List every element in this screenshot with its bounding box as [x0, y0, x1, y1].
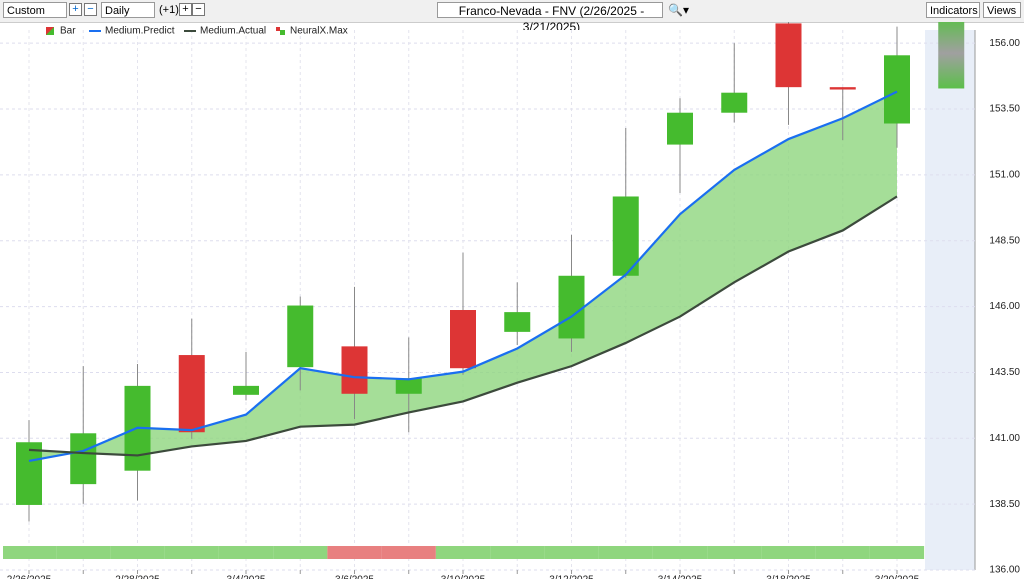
band-fill [29, 91, 897, 461]
y-tick-label: 143.50 [989, 367, 1020, 378]
plot-bg [0, 30, 975, 570]
x-tick-label: 2/26/2025 [7, 575, 52, 579]
forecast-bar [938, 22, 965, 89]
signal-strip [56, 546, 111, 559]
search-icon[interactable]: 🔍▾ [668, 3, 689, 17]
signal-strip [273, 546, 328, 559]
offset-label: (+1) [159, 4, 179, 16]
candle-body [16, 442, 42, 505]
line-series [28, 90, 898, 463]
legend-swatch [276, 27, 280, 31]
zoom-out[interactable]: − [84, 3, 97, 16]
x-tick-label: 2/28/2025 [115, 575, 160, 579]
period-select[interactable]: Custom [3, 2, 67, 18]
candle-body [558, 275, 585, 339]
x-tick-label: 3/12/2025 [549, 575, 594, 579]
candle-body [233, 385, 259, 395]
signal-strip [544, 546, 599, 559]
candle-body [775, 23, 802, 88]
signal-strip [707, 546, 762, 559]
x-tick-label: 3/10/2025 [441, 575, 486, 579]
line-series [28, 195, 898, 457]
y-tick-label: 148.50 [989, 235, 1020, 246]
offset-minus[interactable]: − [192, 3, 205, 16]
signal-strip [869, 546, 925, 559]
indicators-button[interactable]: Indicators [926, 2, 980, 18]
legend-swatch [280, 30, 285, 35]
candle-body [395, 378, 422, 394]
signal-strip [815, 546, 870, 559]
legend-swatch [46, 27, 54, 35]
legend-label: Bar [60, 26, 76, 37]
signal-strip [490, 546, 545, 559]
zoom-in[interactable]: + [69, 3, 82, 16]
forecast-zone [925, 30, 975, 570]
x-tick-label: 3/6/2025 [335, 575, 374, 579]
candle-body [178, 355, 205, 433]
y-tick-label: 151.00 [989, 170, 1020, 181]
symbol-box[interactable]: Franco-Nevada - FNV (2/26/2025 - 3/21/20… [437, 2, 663, 34]
candle-body [504, 312, 531, 332]
candle-body [287, 305, 314, 368]
signal-strip [435, 546, 491, 559]
signal-strip [218, 546, 274, 559]
y-tick-label: 141.00 [989, 433, 1020, 444]
signal-strip [761, 546, 816, 559]
candle-body [829, 87, 856, 90]
candle-body [70, 433, 97, 485]
y-tick-label: 156.00 [989, 38, 1020, 49]
x-tick-label: 3/14/2025 [658, 575, 703, 579]
legend-label: NeuralX.Max [290, 26, 348, 37]
y-tick-label: 138.50 [989, 499, 1020, 510]
signal-strip [327, 546, 382, 559]
x-tick-label: 3/20/2025 [875, 575, 920, 579]
candle-body [667, 112, 693, 145]
x-tick-label: 3/4/2025 [227, 575, 266, 579]
interval-select[interactable]: Daily [101, 2, 155, 18]
offset-plus[interactable]: + [179, 3, 192, 16]
signal-strip [381, 546, 436, 559]
legend-label: Medium.Actual [200, 26, 266, 37]
y-tick-label: 136.00 [989, 565, 1020, 576]
signal-strip [652, 546, 708, 559]
toolbar: Custom + − Daily (+1) + − Franco-Nevada … [0, 0, 1024, 34]
signal-strip [164, 546, 219, 559]
legend-label: Medium.Predict [105, 26, 175, 37]
y-tick-label: 146.00 [989, 301, 1020, 312]
views-button[interactable]: Views [983, 2, 1021, 18]
x-tick-label: 3/18/2025 [766, 575, 811, 579]
chart: 136.00 138.50 141.00 143.50 146.00 148.50 151.… [0, 22, 1020, 579]
candle-body [884, 55, 910, 124]
signal-strip [3, 546, 57, 559]
candle-body [612, 196, 639, 276]
candle-body [450, 310, 476, 369]
signal-strip [110, 546, 165, 559]
y-tick-label: 153.50 [989, 104, 1020, 115]
signal-strip [598, 546, 653, 559]
candle-body [341, 346, 368, 394]
candle-body [721, 92, 748, 113]
